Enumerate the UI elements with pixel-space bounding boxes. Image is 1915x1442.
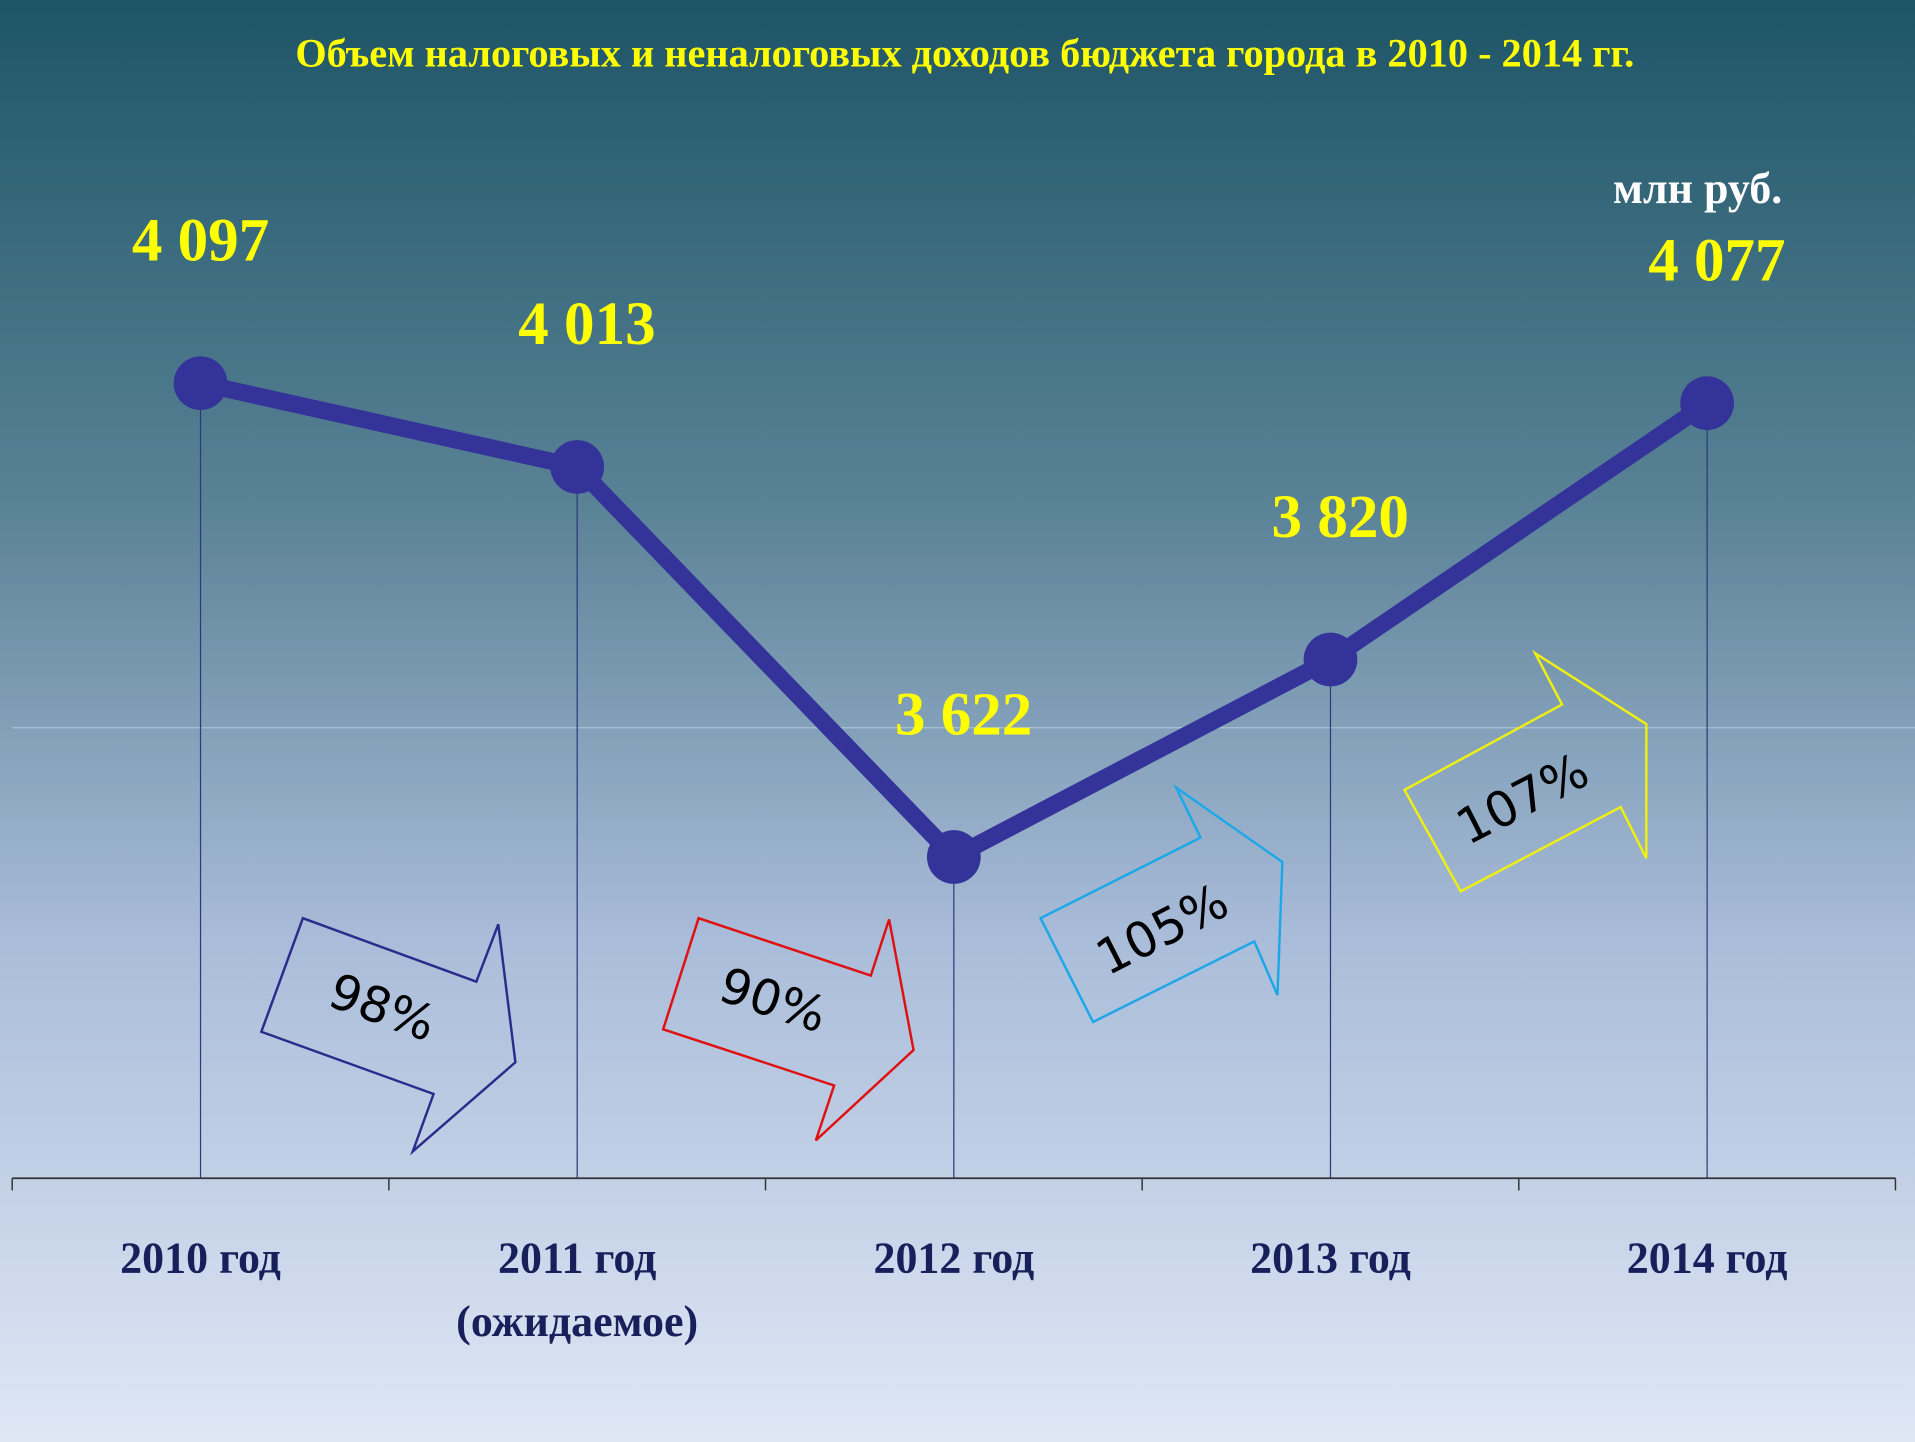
marker	[550, 440, 605, 494]
arrow	[1402, 649, 1648, 893]
line	[198, 374, 1712, 866]
x-tick-label: 2014 год	[1626, 1233, 1788, 1283]
marker	[1303, 632, 1358, 687]
x-tick-label: 2011 год (ожидаемое)	[456, 1233, 699, 1346]
data-label: 4 077	[1648, 227, 1785, 294]
chart-title: Объем налоговых и неналоговых доходов бю…	[295, 31, 1634, 76]
arrow	[661, 916, 915, 1142]
unit-label: млн руб.	[1613, 164, 1782, 213]
marker	[173, 356, 228, 411]
arrow-label: 98%	[321, 962, 442, 1053]
arrow	[259, 916, 517, 1156]
x-tick-label: 2012 год	[873, 1233, 1035, 1283]
arrow-label: 90%	[713, 956, 834, 1044]
x-tick-label: 2013 год	[1250, 1233, 1411, 1283]
data-label: 4 013	[518, 291, 655, 358]
data-label: 4 097	[132, 207, 269, 274]
data-label: 3 820	[1272, 484, 1409, 551]
arrow-label: 107%	[1447, 742, 1597, 856]
x-tick-label: 2010 год	[120, 1233, 281, 1283]
arrow-label: 105%	[1087, 873, 1237, 987]
marker	[1680, 376, 1735, 431]
marker	[926, 830, 981, 884]
arrow	[1038, 783, 1284, 1024]
data-label: 3 622	[895, 681, 1032, 748]
